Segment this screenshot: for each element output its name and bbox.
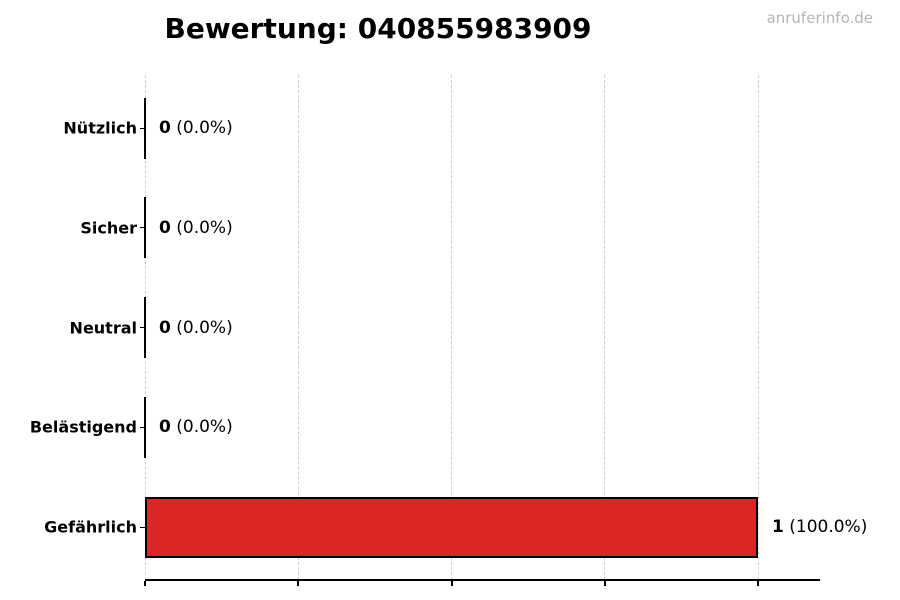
gridline [604,75,606,580]
category-label-1: Nützlich [63,118,137,138]
x-tick-mark [450,581,453,586]
category-label-4: Belästigend [29,417,137,437]
gridline [297,75,299,580]
gridline [451,75,452,580]
zero-bar-edge-2 [144,197,146,259]
category-label-3: Neutral [69,318,137,337]
y-tick-mark [140,526,145,528]
x-tick-mark [757,581,759,586]
y-tick-mark [140,327,145,328]
category-label-5: Gefährlich [44,517,137,537]
value-label-4: 0 (0.0%) [159,417,233,438]
zero-bar-edge-4 [144,396,146,458]
x-tick-mark [144,581,146,586]
value-label-3: 0 (0.0%) [159,317,233,338]
value-label-5: 1 (100.0%) [772,517,868,537]
bar-5 [145,496,758,558]
zero-bar-edge-1 [144,97,146,159]
x-tick-mark [297,581,300,586]
value-label-1: 0 (0.0%) [159,118,233,138]
x-axis-line [145,579,820,581]
chart-title: Bewertung: 040855983909 [164,12,592,45]
y-tick-mark [140,127,145,129]
watermark-anruferinfo: anruferinfo.de [766,9,873,27]
gridline [757,75,759,580]
category-label-2: Sicher [80,218,137,238]
y-tick-mark [140,227,145,229]
x-tick-mark [603,581,606,586]
value-label-2: 0 (0.0%) [159,217,233,238]
zero-bar-edge-3 [144,297,146,358]
y-tick-mark [140,426,145,428]
